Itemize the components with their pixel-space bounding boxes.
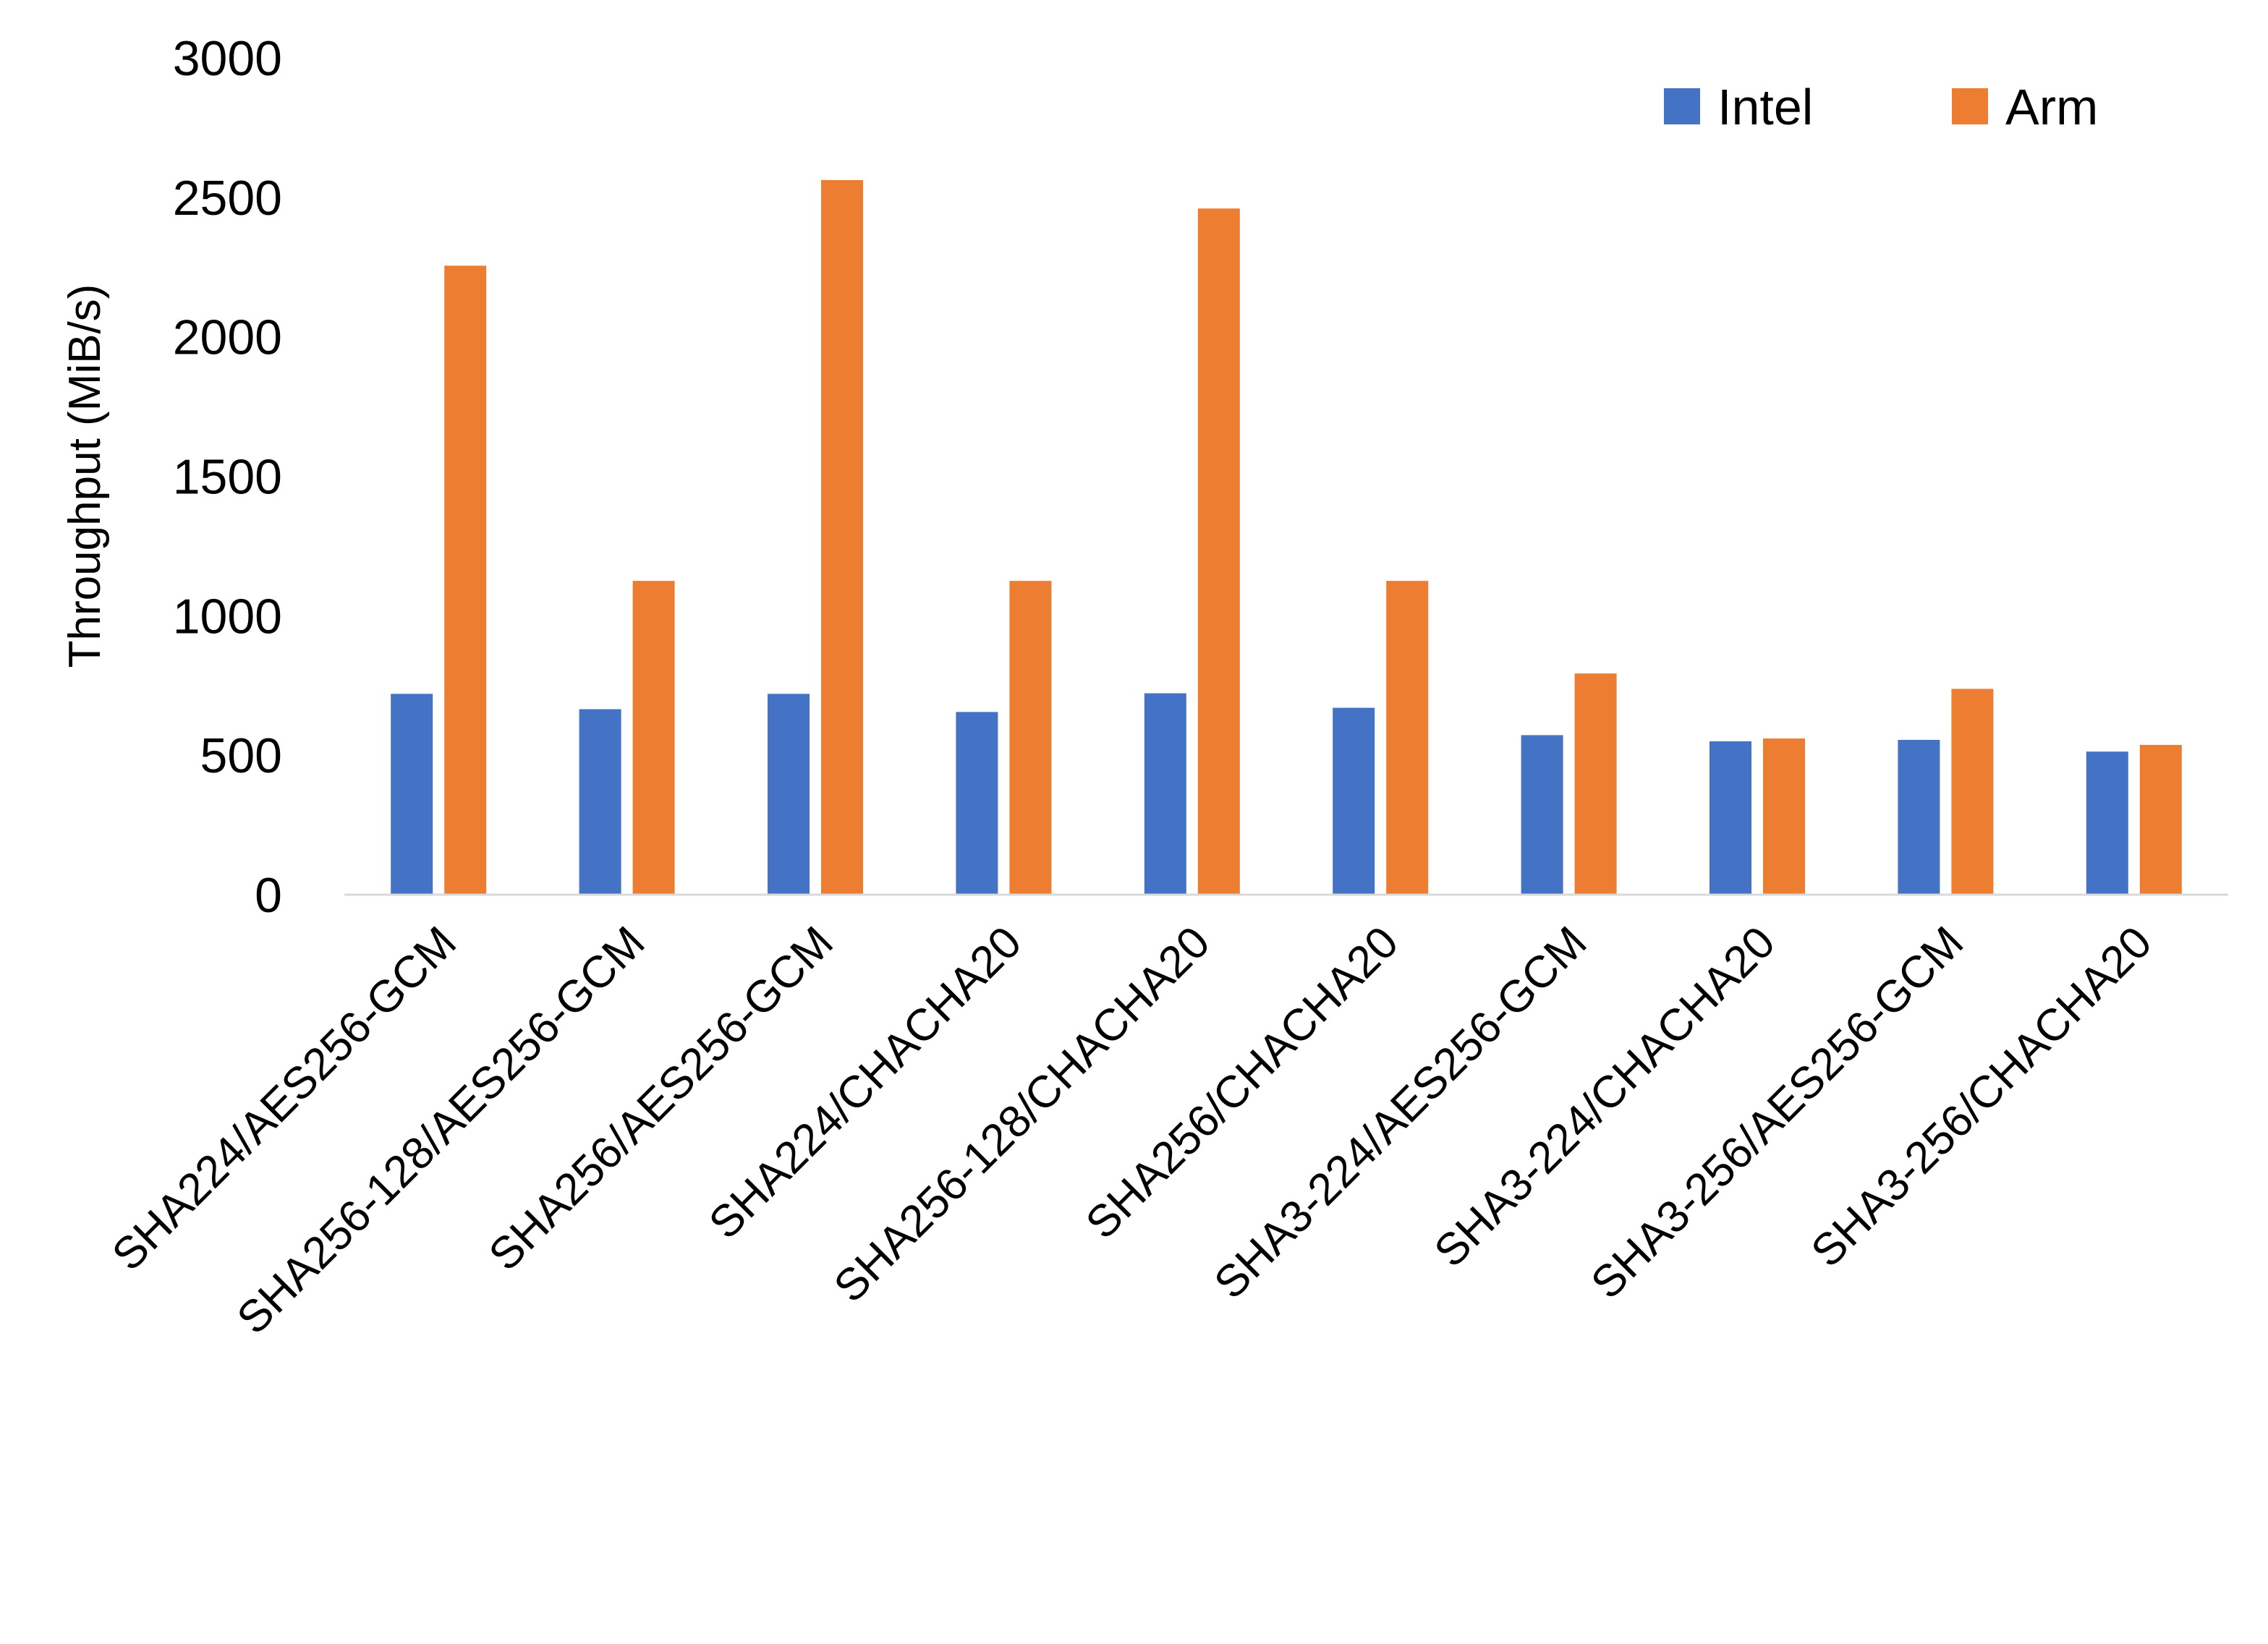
bar-arm [1197, 208, 1240, 895]
bar-arm [1386, 581, 1429, 895]
y-tick-label: 3000 [173, 31, 282, 86]
bar-intel [1333, 707, 1375, 895]
x-tick-label: SHA3-256/CHACHA20 [1802, 917, 2162, 1277]
bar-intel [1898, 739, 1940, 895]
bar-intel [2086, 751, 2128, 895]
bar-arm [821, 179, 863, 895]
x-tick-label: SHA3-256/AES256-GCM [1581, 917, 1973, 1308]
legend-swatch-arm [1952, 88, 1988, 124]
bars [391, 179, 2182, 895]
bar-arm [444, 265, 487, 895]
x-tick-label: SHA3-224/AES256-GCM [1205, 917, 1597, 1308]
x-tick-label: SHA256-128/CHACHA20 [825, 917, 1220, 1312]
x-tick-label: SHA256-128/AES256-GCM [228, 917, 655, 1344]
legend-label-arm: Arm [2005, 79, 2098, 135]
y-axis-ticks: 0 500 1000 1500 2000 2500 3000 [173, 31, 282, 923]
y-tick-label: 1000 [173, 589, 282, 644]
x-tick-label: SHA3-224/CHACHA20 [1425, 917, 1785, 1277]
bar-intel [956, 712, 998, 895]
y-tick-label: 0 [255, 868, 282, 923]
bar-intel [768, 694, 810, 895]
y-tick-label: 1500 [173, 450, 282, 505]
x-axis-categories: SHA224/AES256-GCMSHA256-128/AES256-GCMSH… [103, 917, 2162, 1344]
y-tick-label: 2000 [173, 310, 282, 365]
bar-arm [1763, 738, 1805, 895]
bar-arm [1574, 673, 1617, 895]
x-tick-label: SHA224/AES256-GCM [103, 917, 466, 1280]
bar-intel [1521, 735, 1563, 895]
bar-intel [579, 709, 621, 895]
x-tick-label: SHA224/CHACHA20 [700, 917, 1031, 1248]
bar-arm [632, 581, 675, 895]
y-tick-label: 500 [200, 728, 282, 783]
y-axis-label: Throughput (MiB/s) [60, 284, 110, 668]
legend-swatch-intel [1664, 88, 1700, 124]
bar-arm [1951, 689, 1994, 895]
x-tick-label: SHA256/CHACHA20 [1076, 917, 1408, 1248]
bar-arm [1009, 581, 1052, 895]
bar-intel [391, 694, 433, 895]
legend: Intel Arm [1664, 79, 2098, 135]
legend-label-intel: Intel [1717, 79, 1813, 135]
bar-intel [1710, 741, 1751, 895]
y-tick-label: 2500 [173, 171, 282, 226]
x-tick-label: SHA256/AES256-GCM [480, 917, 843, 1280]
bar-intel [1144, 693, 1186, 895]
bar-arm [2139, 744, 2182, 895]
